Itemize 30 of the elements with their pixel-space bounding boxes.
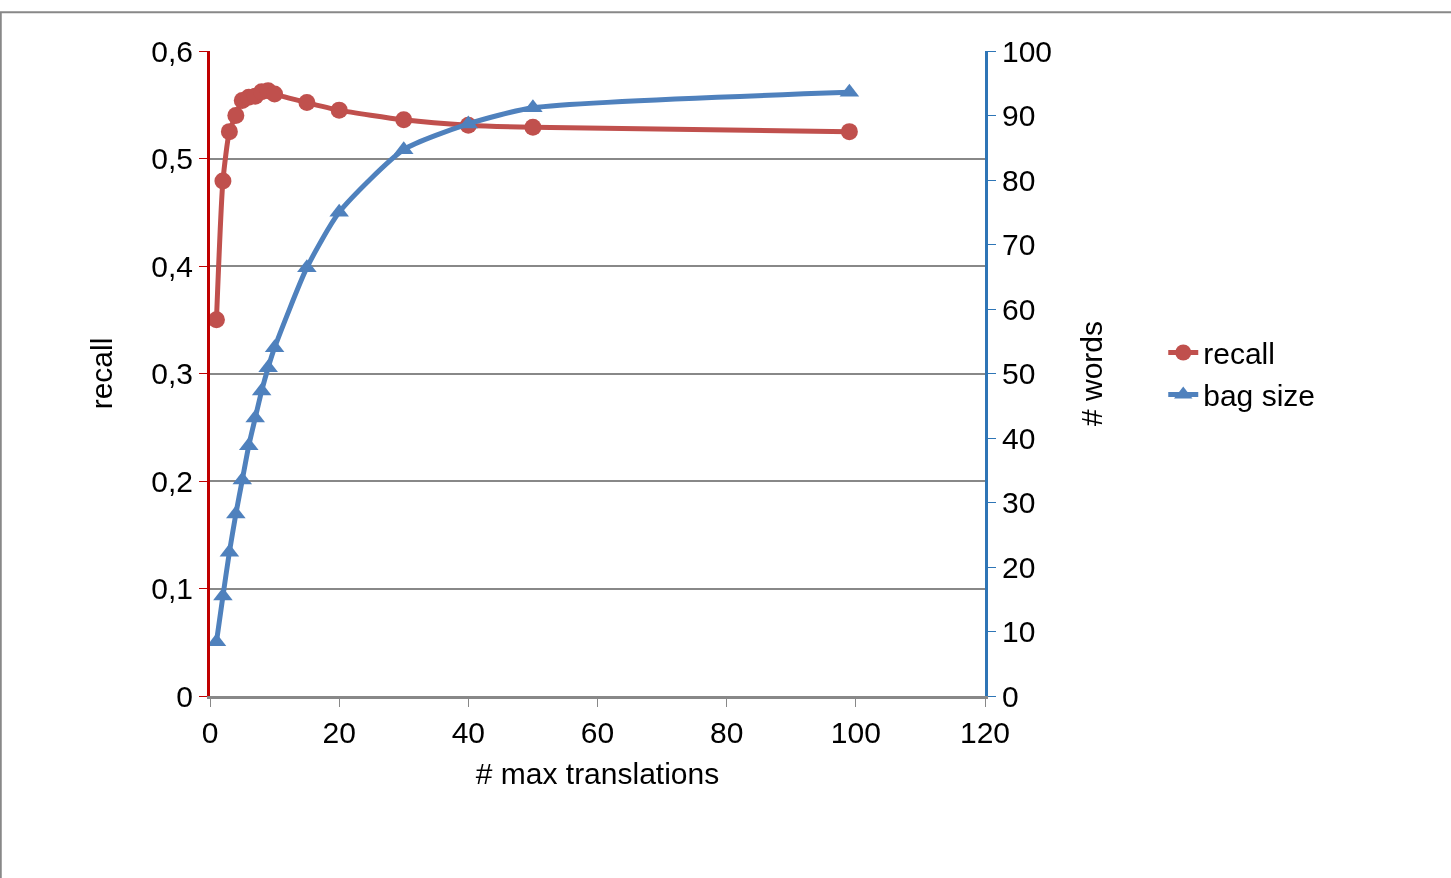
x-tick-label: 0 bbox=[201, 716, 219, 749]
legend-label: bag size bbox=[1203, 379, 1315, 413]
y-tick-label: 0 bbox=[176, 679, 193, 713]
legend-label: recall bbox=[1203, 337, 1275, 371]
y2-tick-label: 10 bbox=[1002, 615, 1036, 648]
y2-tick-label: 30 bbox=[1002, 486, 1036, 519]
y-tick-label: 0,2 bbox=[151, 464, 193, 498]
y2-tick-label: 100 bbox=[1002, 34, 1053, 68]
y-tick-label: 0,5 bbox=[151, 142, 193, 175]
y2-tick-label: 80 bbox=[1002, 163, 1036, 197]
x-axis-title: # max translations bbox=[475, 756, 720, 790]
y-tick-label: 0,4 bbox=[151, 249, 193, 283]
x-tick-label: 40 bbox=[451, 716, 486, 749]
y2-tick-label: 60 bbox=[1002, 292, 1036, 326]
y2-tick-label: 50 bbox=[1002, 357, 1036, 390]
y2-tick-label: 0 bbox=[1002, 679, 1019, 713]
y-tick-label: 0,1 bbox=[151, 572, 193, 605]
y2-axis-title: # words bbox=[1074, 320, 1108, 427]
y-tick-label: 0,3 bbox=[151, 357, 193, 390]
y2-tick-label: 90 bbox=[1002, 99, 1036, 132]
y-axis-title: recall bbox=[85, 337, 119, 410]
x-tick-label: 120 bbox=[959, 716, 1011, 749]
y2-tick-label: 70 bbox=[1002, 228, 1036, 261]
x-tick-label: 60 bbox=[580, 716, 615, 749]
x-tick-label: 20 bbox=[322, 716, 356, 749]
y-tick-label: 0,6 bbox=[151, 34, 193, 68]
y2-tick-label: 20 bbox=[1002, 550, 1036, 584]
x-tick-label: 80 bbox=[709, 716, 744, 749]
x-tick-label: 100 bbox=[830, 716, 881, 749]
y2-tick-label: 40 bbox=[1002, 421, 1036, 455]
